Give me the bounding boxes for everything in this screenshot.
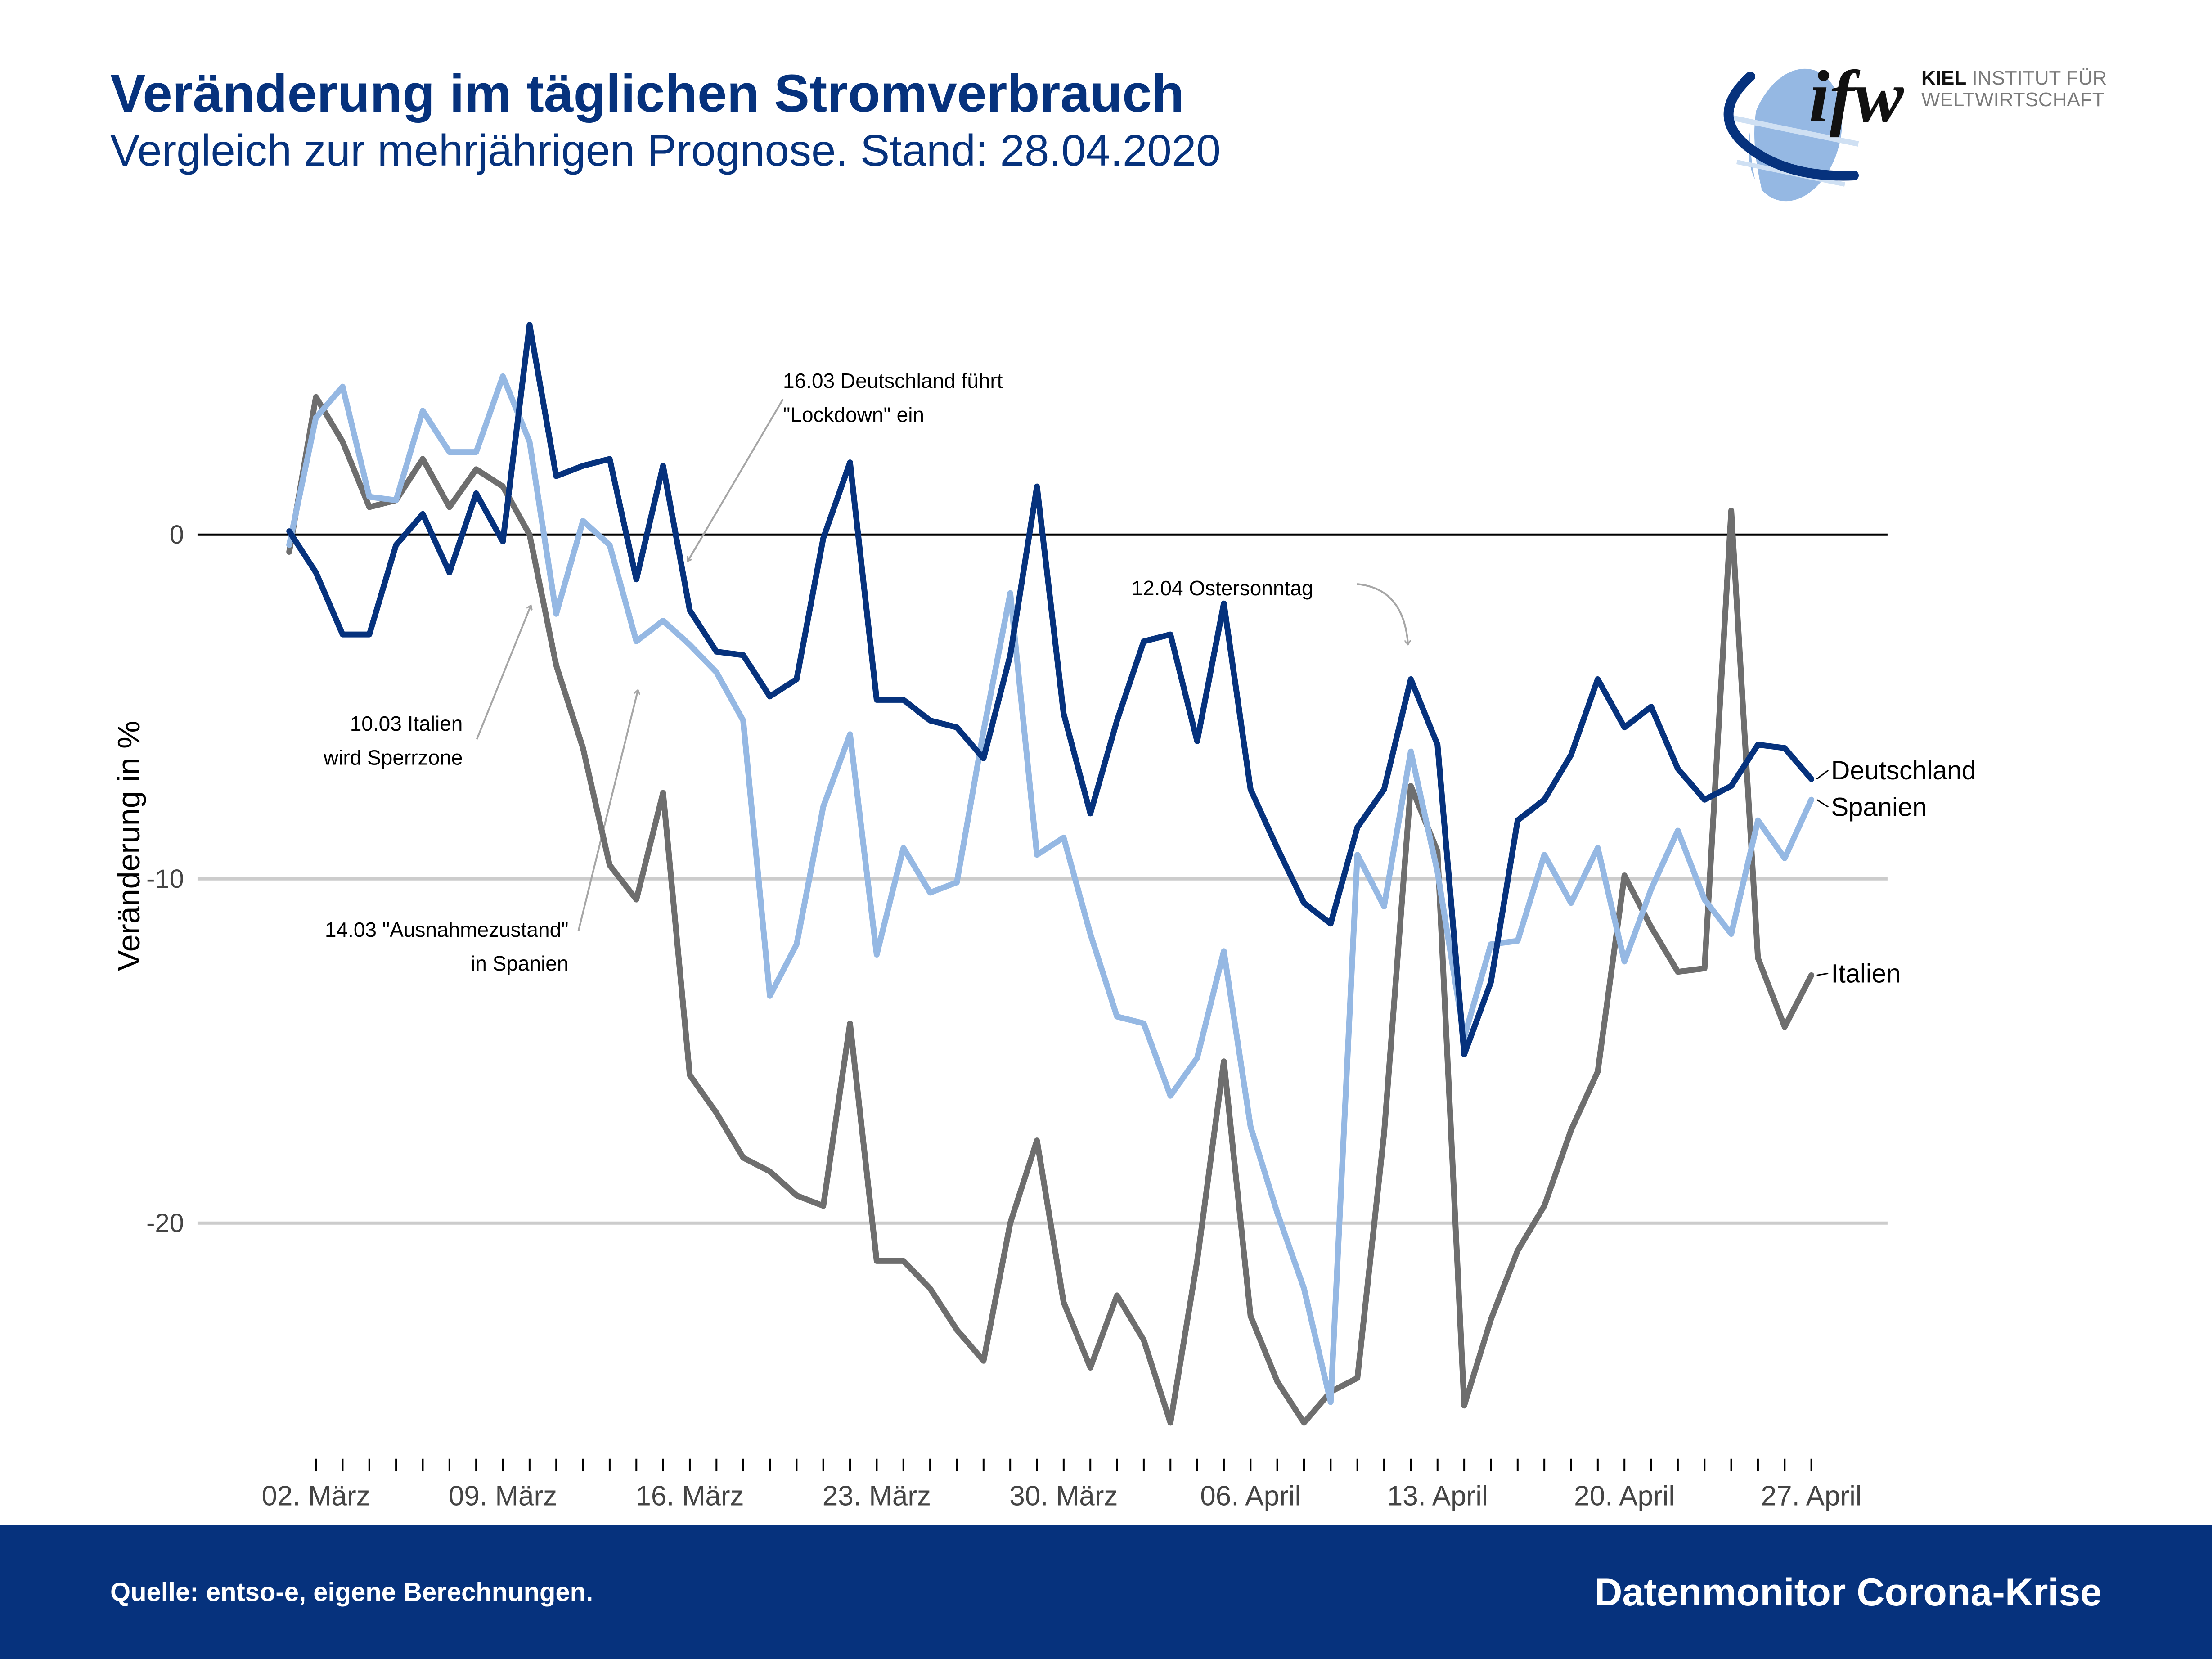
footer-brand: Datenmonitor Corona-Krise [1594,1571,2102,1614]
annotation-text: 16.03 Deutschland führt [783,369,1003,392]
annotation-arrow [1357,583,1408,643]
y-axis-ticks: 0 -10 -20 [146,520,184,1238]
y-tick-label: -10 [146,864,184,894]
series-label-leader [1816,972,1829,976]
logo-text: KIEL INSTITUT FÜR WELTWIRTSCHAFT [1921,67,2107,111]
annotation-text: in Spanien [471,952,568,975]
annotation-text: 10.03 Italien [350,712,463,735]
series-label-layer: Deutschland Spanien Italien [1816,756,1976,988]
annotation-text: 14.03 "Ausnahmezustand" [325,918,569,941]
series-label-deutschland: Deutschland [1831,756,1976,785]
source-note: Quelle: entso-e, eigene Berechnungen. [110,1578,593,1607]
chart-title: Veränderung im täglichen Stromverbrauch [110,64,1184,123]
footer-bar: Quelle: entso-e, eigene Berechnungen. Da… [0,1525,2212,1659]
chart-subtitle: Vergleich zur mehrjährigen Prognose. Sta… [110,126,1221,175]
logo-text-institut: INSTITUT FÜR [1966,67,2107,89]
series-label-italien: Italien [1831,959,1901,988]
series-line-deutschland [286,322,1815,1057]
annotation-layer: 16.03 Deutschland führt "Lockdown" ein 10.… [323,369,1408,975]
x-axis-ticks: 02. März 09. März 16. März 23. März 30. März… [261,1458,1862,1511]
logo-parallel [1727,114,1859,147]
series-line-italien [286,394,1815,1426]
x-tick-label: 09. März [449,1480,557,1511]
x-tick-label: 16. März [635,1480,744,1511]
x-tick-label: 06. April [1200,1480,1301,1511]
ifw-globe-logo-icon [1723,68,1859,202]
series-label-leader [1816,769,1829,780]
logo-mark: ifw [1809,55,1904,138]
line-chart: 0 -10 -20 02. März 09. März 16. März 23. März… [111,322,1976,1511]
x-tick-label: 20. April [1574,1480,1675,1511]
annotation-arrow [577,691,638,931]
x-tick-label: 30. März [1009,1480,1118,1511]
annotation-text: wird Sperrzone [323,746,463,769]
annotation-arrow [476,607,531,740]
series-layer [286,322,1815,1426]
x-tick-label: 13. April [1387,1480,1488,1511]
x-tick-label: 23. März [823,1480,931,1511]
annotation-text: 12.04 Ostersonntag [1131,576,1313,600]
annotation-text: "Lockdown" ein [783,403,924,426]
series-label-leader [1816,799,1829,808]
logo-text-kiel: KIEL [1921,67,1967,89]
annotation-arrow [688,399,784,560]
x-tick-label: 02. März [261,1480,370,1511]
x-tick-label: 27. April [1761,1480,1862,1511]
grid-layer [197,533,1888,1225]
series-label-spanien: Spanien [1831,792,1927,822]
series-line-spanien [286,373,1815,1405]
y-tick-label: -20 [146,1209,184,1238]
y-tick-label: 0 [170,520,184,549]
logo-text-weltwirtschaft: WELTWIRTSCHAFT [1921,89,2104,111]
y-axis-label: Veränderung in % [111,721,146,971]
logo-swoosh [1723,72,1859,181]
